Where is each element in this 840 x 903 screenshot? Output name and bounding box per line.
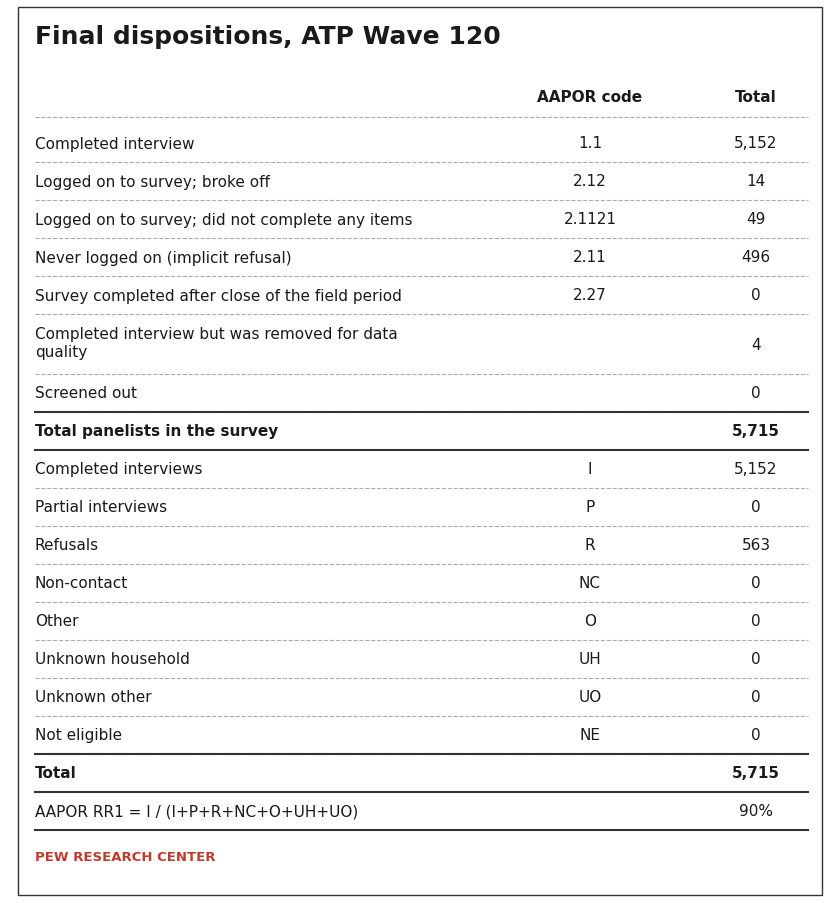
Text: AAPOR code: AAPOR code — [538, 90, 643, 105]
Text: Partial interviews: Partial interviews — [35, 500, 167, 515]
Text: Completed interviews: Completed interviews — [35, 462, 202, 477]
Text: 1.1: 1.1 — [578, 136, 602, 152]
Text: 0: 0 — [751, 288, 761, 303]
Text: 14: 14 — [747, 174, 765, 190]
Text: 2.1121: 2.1121 — [564, 212, 617, 228]
Text: 0: 0 — [751, 652, 761, 666]
Text: Logged on to survey; broke off: Logged on to survey; broke off — [35, 174, 270, 190]
Text: 2.12: 2.12 — [573, 174, 606, 190]
Text: Screened out: Screened out — [35, 386, 137, 401]
Text: NC: NC — [579, 576, 601, 591]
Text: I: I — [588, 462, 592, 477]
Text: Not eligible: Not eligible — [35, 728, 122, 742]
Text: 2.27: 2.27 — [573, 288, 606, 303]
Text: Survey completed after close of the field period: Survey completed after close of the fiel… — [35, 288, 402, 303]
Text: Refusals: Refusals — [35, 538, 99, 553]
Text: 5,715: 5,715 — [732, 424, 780, 439]
Text: Non-contact: Non-contact — [35, 576, 129, 591]
Text: 5,152: 5,152 — [734, 136, 778, 152]
Text: 49: 49 — [746, 212, 766, 228]
Text: 0: 0 — [751, 614, 761, 628]
Text: 5,152: 5,152 — [734, 462, 778, 477]
Text: Logged on to survey; did not complete any items: Logged on to survey; did not complete an… — [35, 212, 412, 228]
Text: Unknown household: Unknown household — [35, 652, 190, 666]
Text: 496: 496 — [742, 250, 770, 265]
Text: Never logged on (implicit refusal): Never logged on (implicit refusal) — [35, 250, 291, 265]
Text: AAPOR RR1 = I / (I+P+R+NC+O+UH+UO): AAPOR RR1 = I / (I+P+R+NC+O+UH+UO) — [35, 804, 358, 819]
Text: P: P — [585, 500, 595, 515]
Text: O: O — [584, 614, 596, 628]
Text: 0: 0 — [751, 500, 761, 515]
Text: Unknown other: Unknown other — [35, 690, 152, 704]
Text: Total panelists in the survey: Total panelists in the survey — [35, 424, 278, 439]
Text: Total: Total — [35, 766, 76, 780]
Text: 0: 0 — [751, 386, 761, 401]
Text: 563: 563 — [742, 538, 770, 553]
Text: UH: UH — [579, 652, 601, 666]
Text: 4: 4 — [751, 337, 761, 352]
Text: Other: Other — [35, 614, 78, 628]
Text: Final dispositions, ATP Wave 120: Final dispositions, ATP Wave 120 — [35, 25, 501, 49]
Text: 0: 0 — [751, 728, 761, 742]
Text: 90%: 90% — [739, 804, 773, 819]
Text: Completed interview: Completed interview — [35, 136, 195, 152]
Text: Total: Total — [735, 90, 777, 105]
Text: R: R — [585, 538, 596, 553]
Text: 0: 0 — [751, 576, 761, 591]
Text: 2.11: 2.11 — [573, 250, 606, 265]
Text: 5,715: 5,715 — [732, 766, 780, 780]
Text: NE: NE — [580, 728, 601, 742]
Text: Completed interview but was removed for data: Completed interview but was removed for … — [35, 327, 398, 341]
Text: quality: quality — [35, 345, 87, 359]
Text: 0: 0 — [751, 690, 761, 704]
Text: PEW RESEARCH CENTER: PEW RESEARCH CENTER — [35, 850, 216, 863]
Text: UO: UO — [579, 690, 601, 704]
